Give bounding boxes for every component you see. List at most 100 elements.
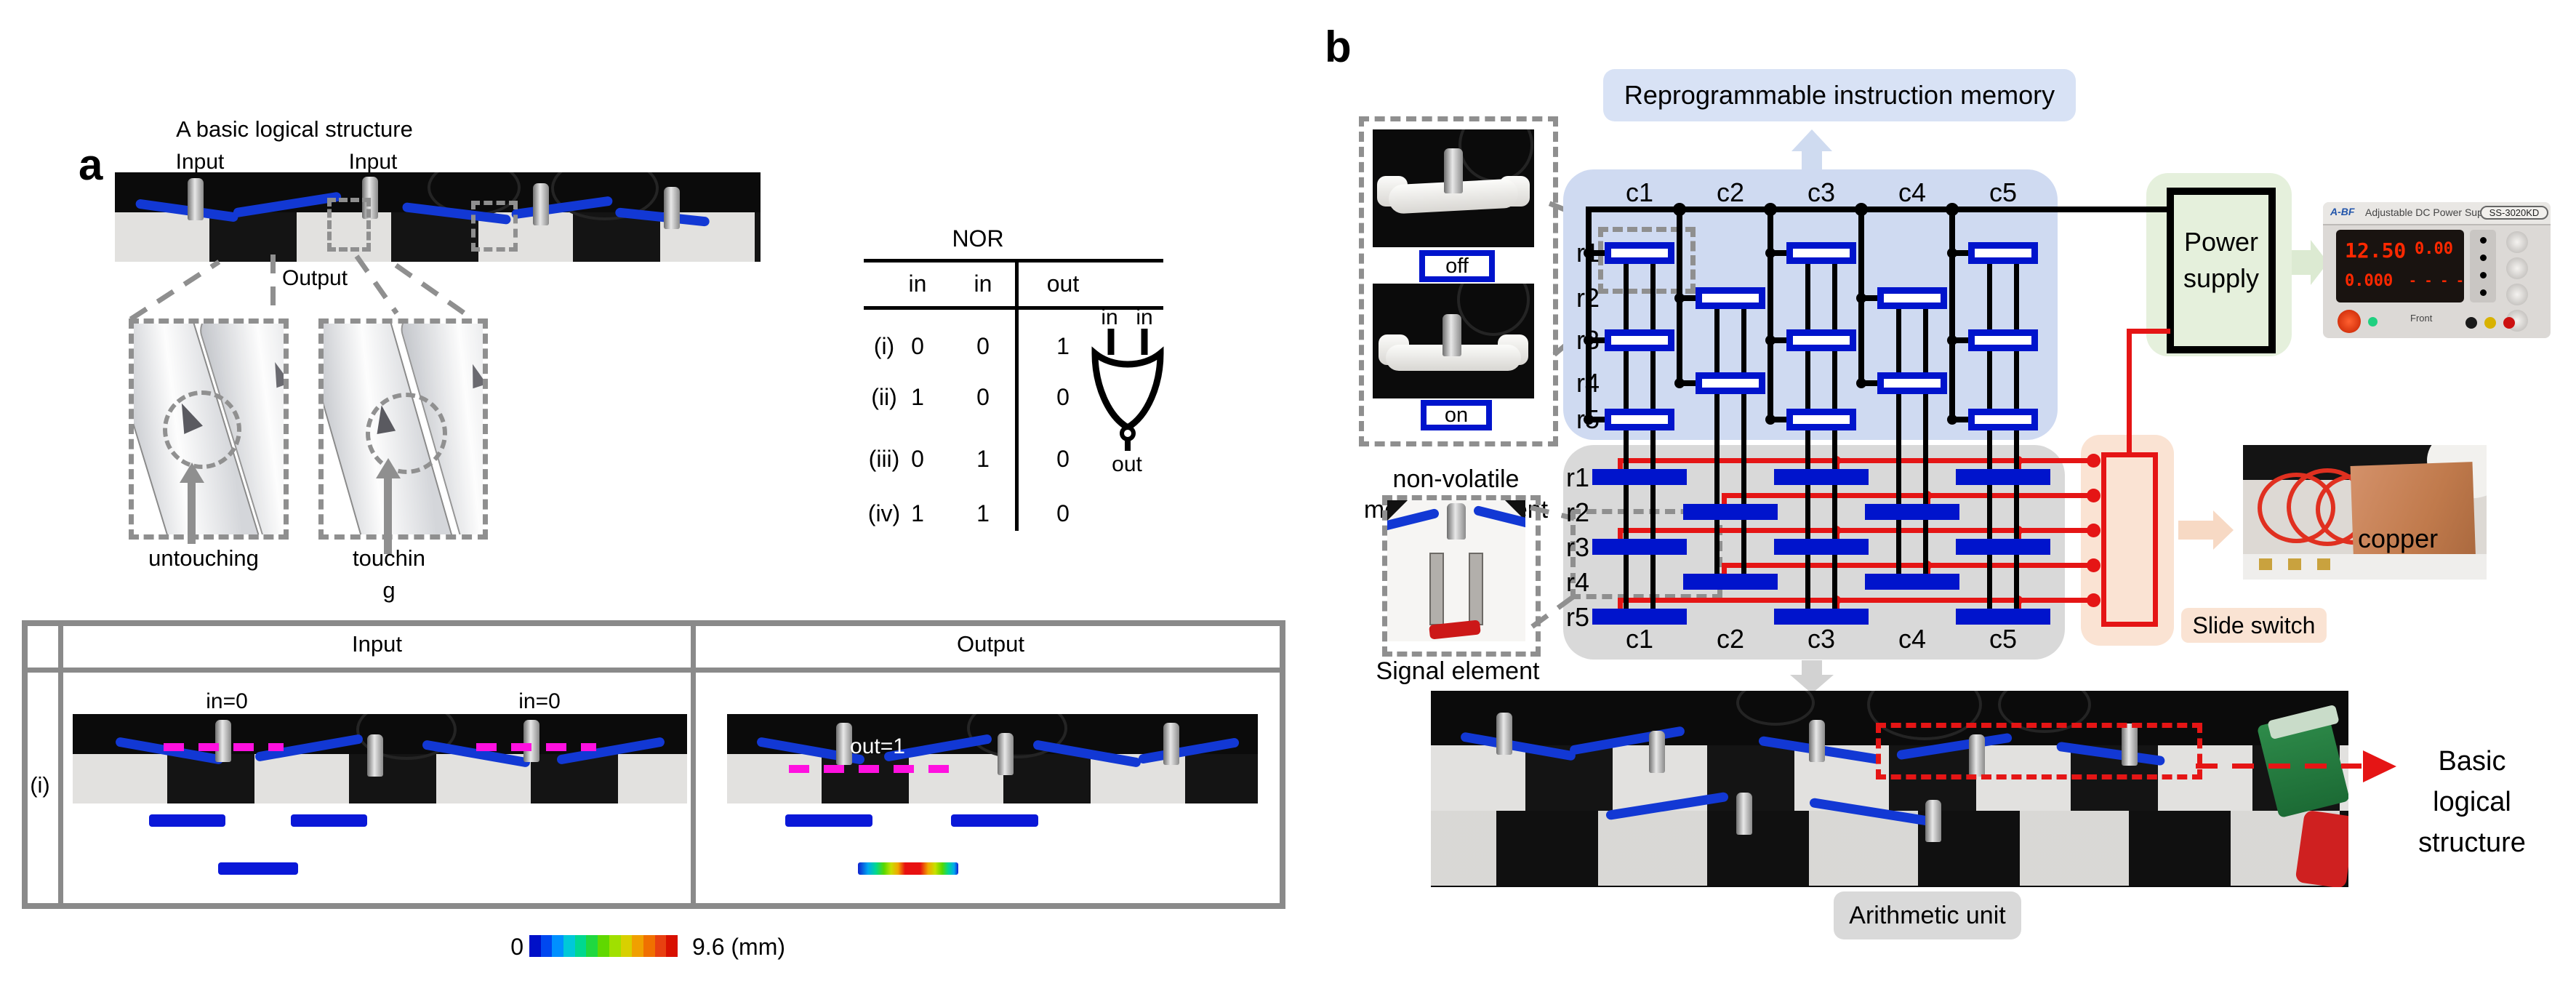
photo-detail: [188, 178, 204, 220]
colorbar-max: 9.6 (mm): [692, 934, 785, 960]
arithmetic-column-label: c2: [1716, 624, 1745, 654]
column-wire: [1768, 207, 1773, 420]
colorbar-segment: [654, 935, 667, 957]
power-supply-label-line2: supply: [2183, 263, 2260, 293]
red-row-wire: [1618, 458, 2088, 463]
element-stub: [1769, 337, 1788, 343]
arithmetic-bar: [1774, 469, 1869, 485]
column-wire: [1949, 207, 1955, 420]
contact-circle: [366, 393, 447, 474]
photo-detail: [2480, 237, 2487, 244]
callout-dash: [129, 260, 221, 321]
arithmetic-bar: [1683, 504, 1778, 520]
memory-column-label: c3: [1807, 177, 1836, 207]
sim-bar: [951, 814, 1038, 827]
up-arrow-shaft: [1802, 150, 1822, 170]
signal-element-label: Signal element: [1376, 657, 1540, 685]
junction-dot: [1765, 248, 1775, 258]
element-stub: [1860, 380, 1879, 386]
signal-element-zoom-box: [1382, 495, 1541, 657]
drop-wire: [1650, 428, 1656, 609]
psu-display: [2336, 230, 2464, 302]
junction-dot: [1584, 335, 1594, 345]
red-terminal-dot: [2087, 558, 2100, 572]
nor-cell: 0: [911, 446, 924, 472]
memory-row-label: r1: [1576, 238, 1600, 268]
colorbar: [529, 935, 678, 957]
red-device: [2295, 809, 2348, 887]
psu-power-button: [2338, 310, 2361, 333]
nor-cell: 0: [1056, 500, 1070, 526]
memory-row-label: r4: [1576, 368, 1600, 398]
io-table-divider: [691, 620, 696, 909]
memory-title-box: Reprogrammable instruction memory: [1603, 69, 2076, 121]
photo-detail: [1444, 148, 1463, 193]
copper-photo: copper: [2243, 445, 2487, 580]
memory-element: [1877, 372, 1947, 394]
io-input-header: Input: [352, 631, 402, 657]
photo-detail: [2122, 724, 2138, 766]
arithmetic-column-label: c1: [1625, 624, 1654, 654]
in-right-annotation: in=0: [518, 689, 561, 713]
basic-structure-marker: [1876, 723, 2202, 779]
memory-column-label: c4: [1898, 177, 1927, 207]
instruction-memory-box: [1563, 169, 2058, 440]
copper-label: copper: [2358, 524, 2439, 553]
nor-header-in2: in: [974, 270, 992, 297]
nor-header-out: out: [1046, 270, 1080, 297]
touching-label-line1: touchin: [353, 545, 425, 571]
red-row-wire: [1618, 528, 2088, 533]
memory-element: [1605, 329, 1674, 351]
off-label: off: [1419, 250, 1495, 282]
photo-detail: [2243, 554, 2487, 580]
red-stub: [1618, 598, 1623, 609]
gate-in2-label: in: [1136, 305, 1153, 329]
photo-detail: [1809, 720, 1825, 762]
panel-a-title: A basic logical structure: [176, 116, 413, 142]
colorbar-segment: [552, 935, 564, 957]
element-stub: [1678, 295, 1697, 301]
drop-wire: [1624, 428, 1629, 609]
slide-switch-label: Slide switch: [2181, 608, 2327, 643]
sim-bar: [218, 862, 298, 875]
arrow-up-head: [180, 462, 204, 483]
arithmetic-row-label: r1: [1566, 462, 1590, 492]
nor-cell: 1: [976, 500, 990, 526]
nor-gate-icon: [1091, 329, 1164, 451]
input-label-right: Input: [348, 150, 398, 174]
sim-bar: [291, 814, 367, 827]
element-stub: [1587, 417, 1606, 422]
photo-detail: [523, 720, 539, 762]
element-stub: [1587, 250, 1606, 256]
junction-dot: [1856, 293, 1866, 303]
memory-column-label: c1: [1625, 177, 1654, 207]
photo-detail: [836, 723, 852, 765]
sim-bar: [149, 814, 225, 827]
junction-dot: [1584, 414, 1594, 425]
nor-rule-top: [864, 259, 1163, 262]
out-annotation: out=1: [850, 734, 905, 758]
photo-detail: [2480, 289, 2487, 296]
memory-column-label: c2: [1716, 177, 1745, 207]
zoom-marker-left: [327, 198, 371, 252]
arithmetic-row-label: r5: [1566, 602, 1590, 632]
photo-detail: [1496, 713, 1512, 755]
green-arrow-shaft: [2292, 250, 2311, 275]
panel-a-label: a: [79, 140, 103, 189]
arithmetic-column-label: c4: [1898, 624, 1927, 654]
nor-row-label: (iv): [867, 500, 901, 526]
photo-detail: [1458, 129, 1533, 183]
contact-circle: [163, 390, 241, 469]
gate-out-label: out: [1112, 452, 1142, 476]
photo-detail: [1163, 723, 1179, 765]
photo-detail: [2480, 254, 2487, 261]
colorbar-segment: [666, 935, 678, 957]
element-stub: [1951, 337, 1970, 343]
photo-detail: [1457, 284, 1530, 336]
red-stub: [1722, 563, 1727, 574]
callout-dash: [354, 254, 399, 315]
photo-detail: [2288, 558, 2301, 570]
arrow-up: [384, 478, 392, 554]
arithmetic-row-label: r2: [1566, 497, 1590, 527]
nor-cell: 0: [1056, 446, 1070, 472]
